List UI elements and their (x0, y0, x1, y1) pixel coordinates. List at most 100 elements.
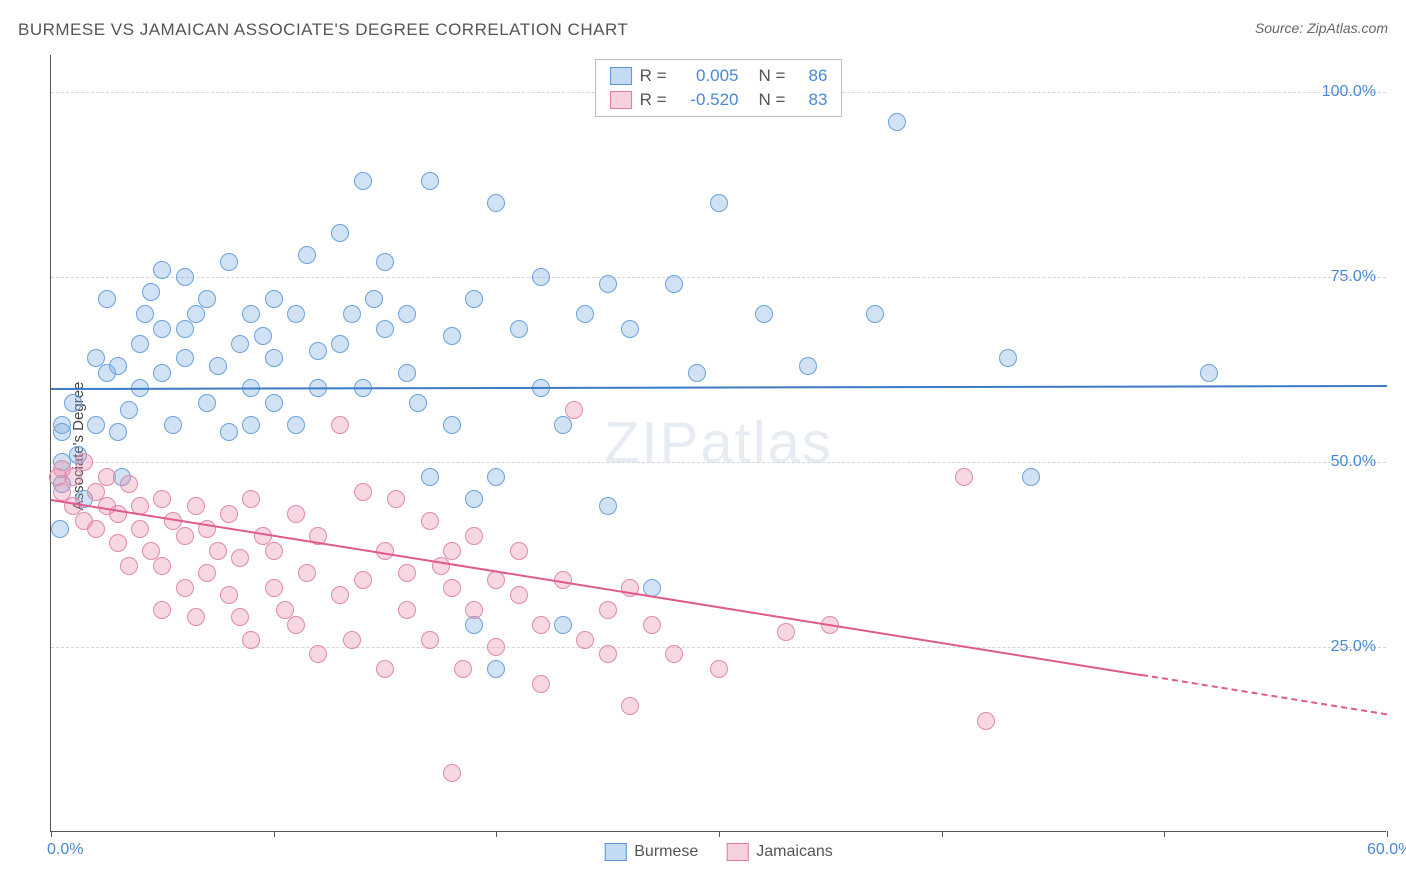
scatter-point (999, 349, 1017, 367)
scatter-point (376, 320, 394, 338)
scatter-point (198, 564, 216, 582)
scatter-point (287, 305, 305, 323)
scatter-point (554, 416, 572, 434)
legend-swatch (726, 843, 748, 861)
scatter-point (465, 490, 483, 508)
scatter-point (176, 527, 194, 545)
x-tick-mark (496, 831, 497, 837)
scatter-point (777, 623, 795, 641)
scatter-point (487, 660, 505, 678)
scatter-point (220, 253, 238, 271)
scatter-point (265, 542, 283, 560)
scatter-point (298, 564, 316, 582)
y-tick-label: 25.0% (1331, 638, 1376, 656)
scatter-point (421, 631, 439, 649)
scatter-point (153, 601, 171, 619)
scatter-point (87, 416, 105, 434)
legend-swatch (604, 843, 626, 861)
x-tick-mark (274, 831, 275, 837)
scatter-point (599, 645, 617, 663)
r-label: R = (640, 90, 667, 110)
scatter-point (220, 423, 238, 441)
scatter-point (176, 349, 194, 367)
scatter-point (398, 305, 416, 323)
scatter-point (565, 401, 583, 419)
scatter-point (343, 631, 361, 649)
scatter-point (443, 327, 461, 345)
scatter-point (421, 512, 439, 530)
scatter-point (309, 342, 327, 360)
scatter-point (421, 172, 439, 190)
scatter-point (576, 631, 594, 649)
scatter-point (153, 364, 171, 382)
n-label: N = (759, 66, 786, 86)
scatter-point (287, 505, 305, 523)
y-tick-label: 50.0% (1331, 453, 1376, 471)
watermark: ZIPatlas (604, 410, 833, 477)
scatter-point (198, 290, 216, 308)
scatter-point (87, 520, 105, 538)
scatter-point (120, 401, 138, 419)
scatter-point (599, 601, 617, 619)
gridline (51, 277, 1386, 278)
chart-title: BURMESE VS JAMAICAN ASSOCIATE'S DEGREE C… (18, 20, 1388, 40)
scatter-point (1200, 364, 1218, 382)
scatter-point (176, 579, 194, 597)
scatter-point (487, 571, 505, 589)
scatter-point (621, 697, 639, 715)
legend-swatch (610, 91, 632, 109)
scatter-point (443, 416, 461, 434)
stats-legend-row: R =0.005N =86 (596, 64, 842, 88)
scatter-point (665, 275, 683, 293)
scatter-point (955, 468, 973, 486)
scatter-point (153, 490, 171, 508)
scatter-point (220, 586, 238, 604)
scatter-point (710, 660, 728, 678)
scatter-point (265, 394, 283, 412)
scatter-point (120, 557, 138, 575)
scatter-point (387, 490, 405, 508)
scatter-point (64, 394, 82, 412)
scatter-point (532, 616, 550, 634)
scatter-point (109, 357, 127, 375)
scatter-point (298, 246, 316, 264)
scatter-point (331, 586, 349, 604)
scatter-point (487, 638, 505, 656)
scatter-point (510, 542, 528, 560)
scatter-point (643, 616, 661, 634)
scatter-point (309, 645, 327, 663)
scatter-point (187, 497, 205, 515)
scatter-point (621, 320, 639, 338)
scatter-point (220, 505, 238, 523)
scatter-point (532, 268, 550, 286)
x-tick-mark (942, 831, 943, 837)
legend-item: Burmese (604, 843, 698, 861)
scatter-point (432, 557, 450, 575)
scatter-point (409, 394, 427, 412)
scatter-point (799, 357, 817, 375)
scatter-point (465, 290, 483, 308)
n-value: 83 (797, 90, 827, 110)
scatter-point (153, 261, 171, 279)
scatter-point (231, 608, 249, 626)
scatter-point (398, 564, 416, 582)
scatter-point (51, 520, 69, 538)
scatter-point (354, 483, 372, 501)
scatter-point (120, 475, 138, 493)
scatter-point (888, 113, 906, 131)
scatter-point (176, 320, 194, 338)
scatter-point (209, 542, 227, 560)
legend-item: Jamaicans (726, 843, 832, 861)
r-label: R = (640, 66, 667, 86)
scatter-point (599, 275, 617, 293)
scatter-point (510, 320, 528, 338)
scatter-point (331, 416, 349, 434)
scatter-point (554, 616, 572, 634)
scatter-point (398, 364, 416, 382)
legend-label: Jamaicans (756, 843, 832, 861)
scatter-point (131, 335, 149, 353)
scatter-point (287, 616, 305, 634)
legend-label: Burmese (634, 843, 698, 861)
scatter-point (242, 631, 260, 649)
scatter-point (688, 364, 706, 382)
